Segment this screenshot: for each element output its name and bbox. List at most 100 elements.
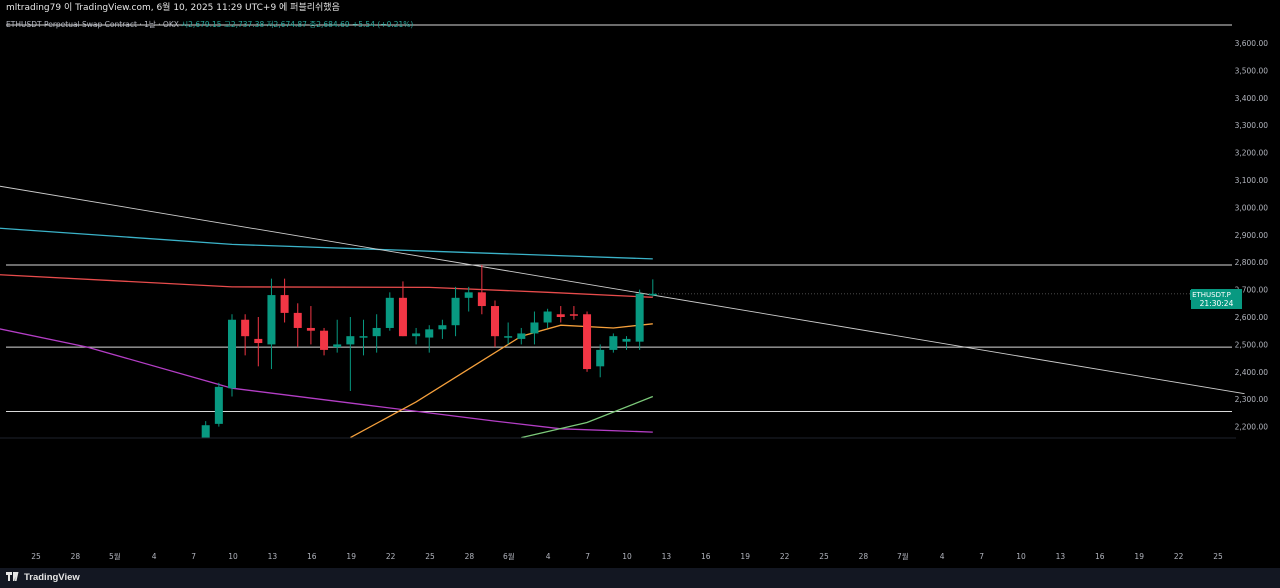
y-axis-tick-label: 2,400.00 xyxy=(1235,368,1269,377)
candle-body xyxy=(464,292,473,298)
y-axis-tick-label: 2,300.00 xyxy=(1235,395,1269,404)
publish-line: mltrading79 이 TradingView.com, 6월 10, 20… xyxy=(6,3,340,13)
candle-body xyxy=(241,319,250,337)
candle xyxy=(517,327,526,345)
candle-body xyxy=(280,295,289,313)
x-axis-tick-label: 22 xyxy=(780,552,790,561)
tradingview-logo[interactable]: TradingView xyxy=(6,572,80,583)
candle xyxy=(648,279,657,297)
y-axis-tick-label: 3,000.00 xyxy=(1235,203,1269,212)
moving-average-line xyxy=(521,395,654,439)
candle-body xyxy=(425,329,434,338)
price-tag-countdown: 21:30:24 xyxy=(1199,299,1234,308)
x-axis-tick-label: 22 xyxy=(386,552,396,561)
y-axis-tick-label: 3,600.00 xyxy=(1235,39,1269,48)
x-axis-tick-label: 16 xyxy=(307,552,317,561)
y-axis-tick-label: 2,900.00 xyxy=(1235,231,1269,240)
candle xyxy=(543,308,552,328)
candle-body xyxy=(517,333,526,339)
moving-average-line xyxy=(350,323,653,439)
y-axis-tick-label: 3,400.00 xyxy=(1235,94,1269,103)
y-axis-tick-label: 3,300.00 xyxy=(1235,121,1269,130)
x-axis-tick-label: 7월 xyxy=(897,551,909,561)
x-axis-tick-label: 22 xyxy=(1174,552,1184,561)
candle xyxy=(385,292,394,331)
candle-body xyxy=(385,297,394,328)
x-axis-tick-label: 19 xyxy=(346,552,356,561)
footer-bar: TradingView xyxy=(0,568,1280,588)
candle-body xyxy=(596,349,605,367)
chart-legend: ETHUSDT Perpetual Swap Contract · 1날 · O… xyxy=(6,20,413,30)
x-axis-tick-label: 19 xyxy=(1134,552,1144,561)
tradingview-logo-icon xyxy=(6,572,19,581)
candle xyxy=(333,319,342,353)
candle xyxy=(556,306,565,323)
candle-body xyxy=(267,295,276,345)
candle xyxy=(372,314,381,353)
candle xyxy=(412,327,421,345)
x-axis-tick-label: 4 xyxy=(152,552,157,561)
candle xyxy=(596,344,605,378)
brand-label: TradingView xyxy=(24,572,80,583)
symbol-tag-label: ETHUSDT.P xyxy=(1192,291,1231,299)
x-axis-tick-label: 28 xyxy=(465,552,475,561)
candle-body xyxy=(372,327,381,337)
candle xyxy=(583,311,592,372)
x-axis-tick-label: 19 xyxy=(740,552,750,561)
candle xyxy=(280,278,289,323)
candle-body xyxy=(556,314,565,317)
candle xyxy=(635,289,644,350)
candle-body xyxy=(333,344,342,348)
candle-body xyxy=(609,336,618,350)
x-axis-tick-label: 6월 xyxy=(503,551,515,561)
candle-body xyxy=(569,314,578,316)
candle xyxy=(241,314,250,356)
legend-ohlc: 시2,679.15 고2,737.38 저2,674.87 종2,684.69 … xyxy=(181,20,414,29)
candle xyxy=(359,319,368,356)
candle xyxy=(254,317,263,367)
candle-body xyxy=(201,425,210,438)
publish-header: mltrading79 이 TradingView.com, 6월 10, 20… xyxy=(0,0,1280,17)
candle-body xyxy=(583,314,592,370)
y-axis-tick-label: 2,800.00 xyxy=(1235,258,1269,267)
candle-body xyxy=(530,322,539,334)
candle-body xyxy=(293,312,302,328)
y-axis-tick-label: 3,200.00 xyxy=(1235,149,1269,158)
price-chart[interactable]: 3,600.00 3,500.00 3,400.00 3,300.00 3,200.00… xyxy=(0,0,1280,568)
x-axis-tick-label: 28 xyxy=(71,552,81,561)
candle xyxy=(477,264,486,315)
candle xyxy=(491,300,499,348)
candle-body xyxy=(228,319,236,389)
x-axis-tick-label: 7 xyxy=(585,552,590,561)
candle-body xyxy=(306,327,315,331)
y-axis-tick-label: 2,700.00 xyxy=(1235,286,1269,295)
legend-symbol: ETHUSDT Perpetual Swap Contract · 1날 · O… xyxy=(6,20,179,29)
x-axis-tick-label: 16 xyxy=(701,552,711,561)
x-axis-tick-label: 16 xyxy=(1095,552,1105,561)
x-axis-tick-label: 10 xyxy=(622,552,632,561)
x-axis-tick-label: 13 xyxy=(1056,552,1066,561)
x-axis-tick-label: 25 xyxy=(31,552,41,561)
x-axis-tick-label: 13 xyxy=(662,552,672,561)
candle xyxy=(228,314,236,397)
y-axis-tick-label: 3,500.00 xyxy=(1235,66,1269,75)
candle xyxy=(398,281,407,337)
x-axis-tick-label: 4 xyxy=(546,552,551,561)
candle xyxy=(346,317,355,391)
y-axis-tick-label: 2,500.00 xyxy=(1235,340,1269,349)
moving-average-line xyxy=(0,227,653,260)
candle-body xyxy=(346,336,355,345)
candle xyxy=(306,306,315,345)
candle-body xyxy=(635,293,644,342)
candle-body xyxy=(214,386,223,424)
candle-body xyxy=(491,306,499,337)
candle-body xyxy=(504,336,513,338)
x-axis-tick-label: 10 xyxy=(1016,552,1026,561)
candle xyxy=(609,333,618,353)
x-axis-tick-label: 28 xyxy=(859,552,869,561)
x-axis-tick-label: 25 xyxy=(819,552,829,561)
candle xyxy=(214,382,223,427)
candle-body xyxy=(648,293,657,296)
candle xyxy=(293,303,302,348)
candle xyxy=(622,336,631,350)
